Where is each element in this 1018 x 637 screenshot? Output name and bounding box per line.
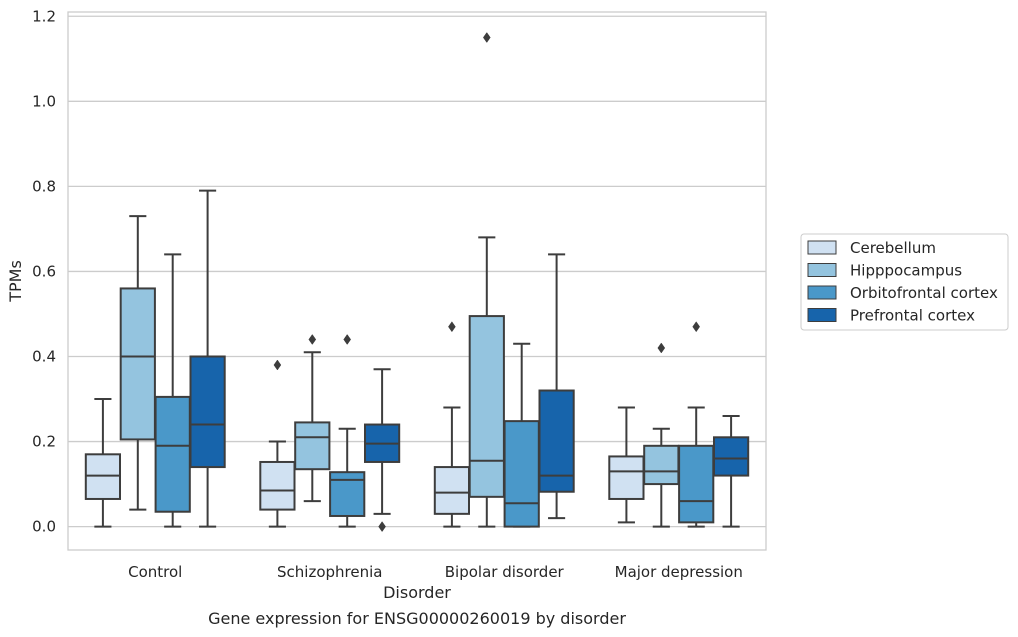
iqr-box (468, 315, 505, 498)
outlier-point (657, 342, 666, 354)
legend-label: Cerebellum (850, 239, 936, 257)
y-tick-label: 0.4 (32, 347, 56, 365)
box-group (294, 334, 331, 503)
x-tick-labels: Control Schizophrenia Bipolar disorder Majo… (128, 563, 743, 581)
legend-items: Cerebellum Hipppocampus Orbitofrontal cort… (807, 239, 998, 325)
iqr-box (329, 471, 366, 517)
box-group (608, 406, 645, 524)
chart-caption: Gene expression for ENSG00000260019 by d… (208, 609, 626, 628)
x-tick-label: Bipolar disorder (445, 563, 565, 581)
y-tick-label: 0.8 (32, 177, 56, 195)
x-tick-label: Schizophrenia (277, 563, 382, 581)
outlier-point (378, 521, 386, 533)
plot-frame (67, 11, 767, 551)
legend-label: Hipppocampus (850, 262, 962, 280)
outlier-point (343, 334, 352, 345)
boxes-layer (84, 32, 750, 533)
iqr-box (678, 444, 715, 524)
box-group (433, 321, 471, 528)
box-group (119, 215, 156, 511)
x-tick-label: Control (128, 563, 182, 581)
box-group (503, 342, 540, 528)
y-axis-title: TPMs (6, 260, 25, 303)
legend-swatch (807, 240, 837, 255)
legend-item: Prefrontal cortex (807, 307, 975, 325)
legend: Cerebellum Hipppocampus Orbitofrontal cort… (800, 233, 1009, 331)
y-tick-label: 0.0 (32, 518, 56, 536)
box-group (84, 398, 122, 528)
box-group (189, 189, 226, 528)
iqr-box (643, 444, 680, 486)
legend-label: Orbitofrontal cortex (850, 284, 998, 302)
box-group (468, 32, 505, 528)
iqr-box (503, 420, 540, 528)
iqr-box (712, 436, 750, 477)
legend-swatch (807, 263, 837, 277)
y-tick-label: 0.2 (32, 433, 56, 451)
legend-item: Hipppocampus (807, 262, 962, 280)
y-tick-labels: 0.0 0.2 0.4 0.6 0.8 1.0 1.2 (32, 7, 56, 535)
y-tick-label: 1.2 (32, 7, 56, 25)
iqr-box (154, 395, 191, 513)
legend-label: Prefrontal cortex (850, 307, 975, 325)
box-group (712, 415, 750, 528)
iqr-box (433, 466, 471, 515)
box-group (678, 321, 715, 528)
box-group (538, 253, 575, 520)
iqr-box (608, 455, 645, 500)
legend-swatch (807, 285, 837, 300)
iqr-box (84, 453, 122, 500)
iqr-box (294, 421, 331, 471)
outlier-point (273, 359, 282, 371)
box-group (329, 334, 366, 528)
y-tick-label: 0.6 (32, 262, 56, 280)
x-tick-label: Major depression (615, 563, 743, 581)
legend-swatch (807, 308, 837, 322)
box-group (643, 342, 680, 528)
outlier-point (308, 334, 317, 345)
outlier-point (692, 321, 701, 333)
box-group (259, 359, 296, 528)
box-group (363, 368, 401, 533)
iqr-box (189, 355, 226, 469)
legend-frame (800, 233, 1009, 331)
y-tick-label: 1.0 (32, 92, 56, 110)
outlier-point (448, 321, 456, 333)
iqr-box (259, 460, 296, 511)
box-group (154, 253, 191, 528)
outlier-point (482, 32, 491, 43)
iqr-box (119, 287, 156, 441)
legend-item: Orbitofrontal cortex (807, 284, 998, 302)
x-axis-title: Disorder (383, 583, 451, 602)
legend-item: Cerebellum (807, 239, 936, 257)
